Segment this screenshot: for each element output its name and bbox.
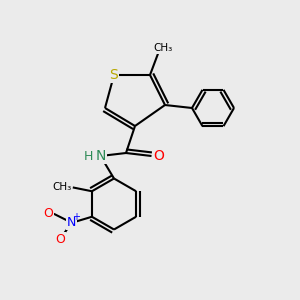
Text: N: N xyxy=(67,216,76,229)
Text: O: O xyxy=(154,149,164,163)
Text: H: H xyxy=(84,149,93,163)
Text: N: N xyxy=(95,149,106,163)
Text: -: - xyxy=(56,239,61,252)
Text: S: S xyxy=(110,68,118,82)
Text: +: + xyxy=(72,212,80,222)
Text: CH₃: CH₃ xyxy=(154,43,173,53)
Text: O: O xyxy=(43,207,53,220)
Text: O: O xyxy=(55,233,65,246)
Text: CH₃: CH₃ xyxy=(52,182,71,192)
